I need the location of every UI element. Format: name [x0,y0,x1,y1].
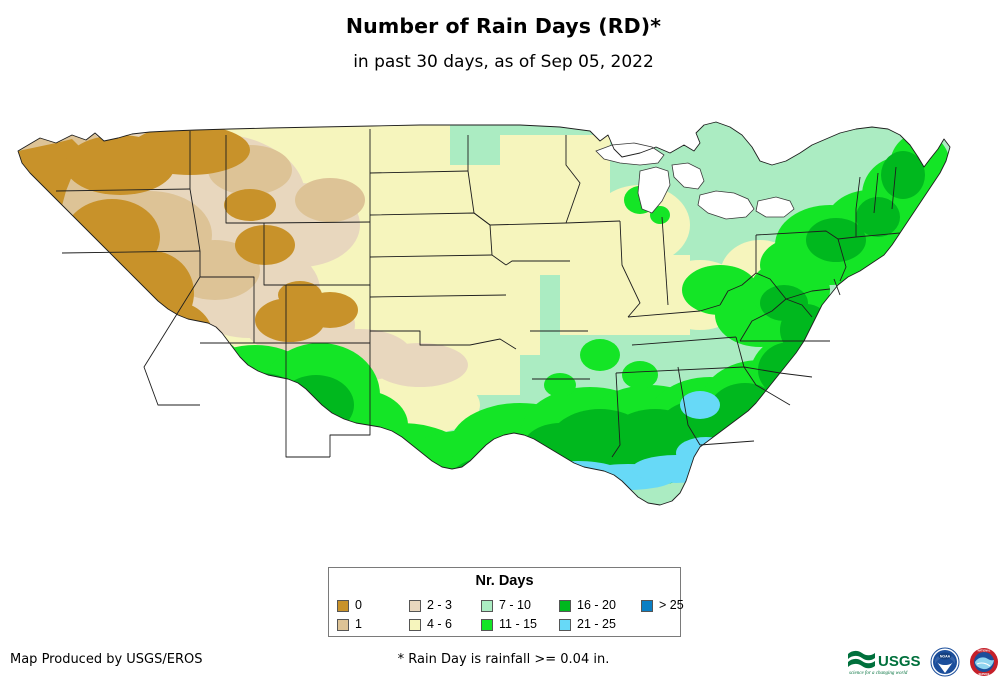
legend-item-5: 11 - 15 [481,615,559,634]
legend-item-4: 7 - 10 [481,596,559,615]
legend-swatch-icon [337,618,349,631]
svg-text:science for a changing world: science for a changing world [849,671,908,676]
legend-swatch-icon [409,599,421,612]
legend-swatch-icon [337,599,349,612]
legend-swatch-icon [641,599,653,612]
usgs-logo: USGS science for a changing world [848,650,921,676]
legend-item-0: 0 [337,596,409,615]
legend-item-2: 2 - 3 [409,596,481,615]
legend-label: 16 - 20 [577,598,616,613]
rain-day-footnote: * Rain Day is rainfall >= 0.04 in. [397,652,610,667]
legend-label: 11 - 15 [499,617,537,632]
map-canvas[interactable] [0,105,1007,560]
great-lakes [595,142,795,220]
legend-label: 1 [355,617,362,632]
legend-swatch-icon [559,618,571,631]
legend-item-6: 16 - 20 [559,596,641,615]
legend-item-spacer [641,615,701,634]
svg-text:NATIONAL: NATIONAL [978,650,991,653]
legend-swatch-icon [481,599,493,612]
legend-item-8: > 25 [641,596,701,615]
state-boundaries [17,121,951,506]
page-subtitle: in past 30 days, as of Sep 05, 2022 [353,51,654,72]
map-credit: Map Produced by USGS/EROS [10,652,203,667]
legend-item-1: 1 [337,615,409,634]
legend-items: 0 1 2 - 3 4 - 6 7 - 10 11 - 15 16 - 20 [337,596,701,634]
rain-days-map[interactable] [0,105,1007,560]
legend-swatch-icon [409,618,421,631]
title-block: Number of Rain Days (RD)* in past 30 day… [0,14,1007,72]
legend-label: 7 - 10 [499,598,531,613]
legend-item-7: 21 - 25 [559,615,641,634]
legend-swatch-icon [481,618,493,631]
noaa-logo: NOAA [930,647,960,677]
legend-label: 2 - 3 [427,598,453,613]
legend-swatch-icon [559,599,571,612]
agency-logos: USGS science for a changing world NOAA N… [847,638,999,686]
svg-text:NOAA: NOAA [940,655,951,659]
svg-text:SERVICE: SERVICE [979,673,990,676]
legend-label: 4 - 6 [427,617,453,632]
svg-text:USGS: USGS [878,653,921,670]
legend-label: 0 [355,598,362,613]
nws-logo: NATIONAL SERVICE [970,648,998,676]
page-title: Number of Rain Days (RD)* [345,14,662,38]
legend-label: > 25 [659,598,684,613]
legend-title: Nr. Days [475,573,534,589]
map-raster [18,122,950,505]
legend-item-3: 4 - 6 [409,615,481,634]
legend-label: 21 - 25 [577,617,616,632]
legend: Nr. Days 0 1 2 - 3 4 - 6 7 - 10 11 - 15 [328,567,684,637]
